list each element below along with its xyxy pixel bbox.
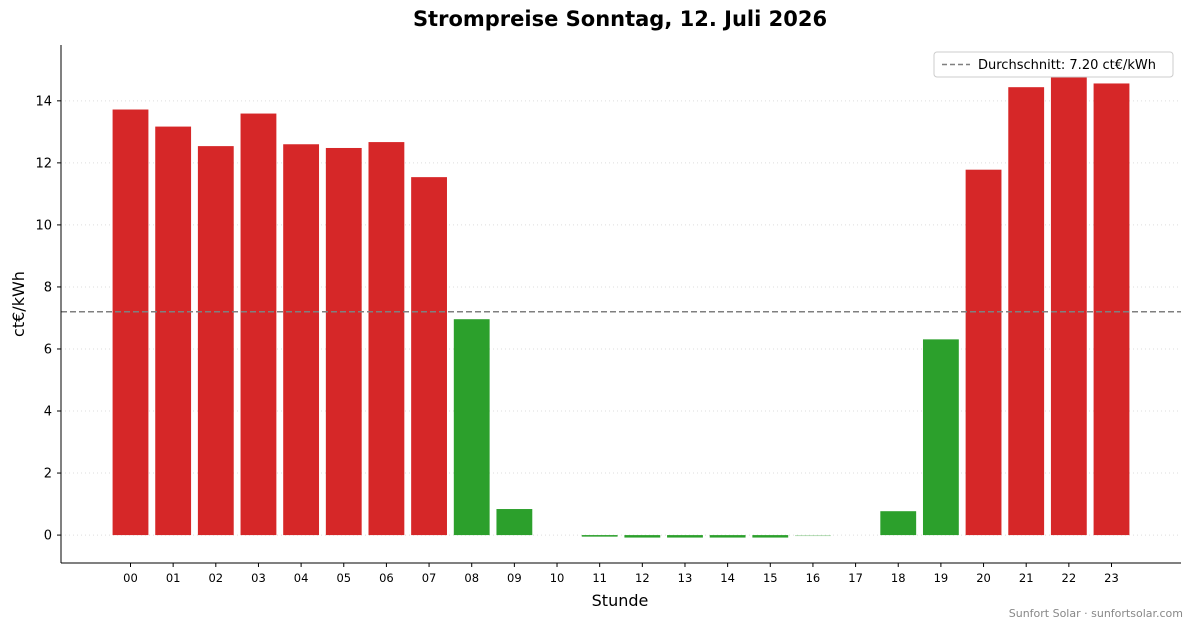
x-tick-label-06: 06 [379,571,394,585]
x-ticks: 00 01 02 03 04 05 06 07 08 09 10 11 12 13 14 15 16 17 18 19… [123,563,1119,585]
x-tick-label-03: 03 [251,571,266,585]
legend-average-label: Durchschnitt: 7.20 ct€/kWh [978,58,1156,73]
x-tick-label-18: 18 [891,571,906,585]
bar-07 [411,177,447,536]
x-tick-label-16: 16 [806,571,821,585]
x-tick-label-23: 23 [1104,571,1119,585]
bar-12 [624,535,661,538]
credit-text: Sunfort Solar · sunfortsolar.com [1009,607,1183,620]
x-tick-label-02: 02 [208,571,223,585]
y-tick-label-2: 2 [44,467,52,482]
bars [112,71,1130,538]
y-tick-label-0: 0 [44,529,52,544]
x-tick-label-21: 21 [1019,571,1034,585]
y-ticks: 0 2 4 6 8 10 12 14 [35,94,61,544]
x-tick-label-07: 07 [422,571,437,585]
legend-box [933,51,1174,78]
x-tick-label-12: 12 [635,571,650,585]
bar-11 [581,535,618,537]
x-tick-label-08: 08 [464,571,479,585]
bar-05 [325,147,362,536]
bar-13 [667,535,703,538]
y-tick-label-6: 6 [44,342,52,357]
x-tick-label-19: 19 [934,571,949,585]
bar-00 [112,109,149,536]
y-tick-label-8: 8 [44,280,52,295]
bar-19 [922,339,959,536]
x-tick-label-01: 01 [166,571,181,585]
bar-22 [1050,71,1087,536]
x-tick-label-22: 22 [1062,571,1077,585]
bar-08 [453,319,490,536]
grid-lines [61,100,1181,536]
y-tick-label-4: 4 [44,405,52,420]
x-tick-label-00: 00 [123,571,138,585]
x-tick-label-09: 09 [507,571,522,585]
bar-01 [155,126,192,536]
bar-20 [965,169,1002,536]
bar-14 [709,535,746,538]
x-tick-label-13: 13 [678,571,693,585]
x-axis-label: Stunde [592,591,649,610]
chart-title: Strompreise Sonntag, 12. Juli 2026 [413,7,827,31]
bar-15 [752,535,789,538]
bar-06 [368,142,405,536]
bar-02 [197,146,234,536]
bar-18 [880,511,917,536]
bar-03 [240,113,277,536]
legend: Durchschnitt: 7.20 ct€/kWh [933,51,1174,78]
x-tick-label-17: 17 [848,571,863,585]
x-tick-label-20: 20 [976,571,991,585]
x-tick-label-04: 04 [294,571,309,585]
y-tick-label-12: 12 [35,156,52,171]
y-tick-label-10: 10 [35,218,52,233]
x-tick-label-15: 15 [763,571,778,585]
x-tick-label-10: 10 [550,571,565,585]
bar-23 [1093,83,1130,536]
x-tick-label-05: 05 [336,571,351,585]
y-axis-label: ct€/kWh [9,271,28,337]
bar-09 [496,509,533,536]
bar-04 [283,144,320,536]
bar-16 [795,535,831,537]
x-tick-label-11: 11 [592,571,607,585]
x-tick-label-14: 14 [720,571,735,585]
y-tick-label-14: 14 [35,94,52,109]
